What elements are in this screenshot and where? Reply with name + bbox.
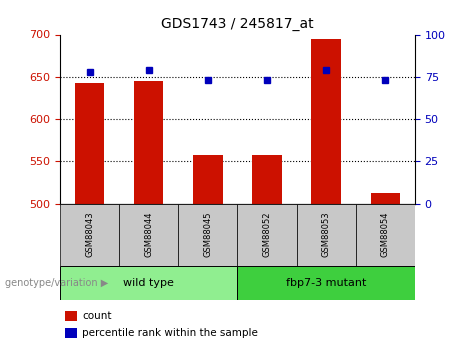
- Bar: [60, 266, 237, 300]
- Bar: [60, 204, 119, 266]
- Title: GDS1743 / 245817_at: GDS1743 / 245817_at: [161, 17, 314, 31]
- Bar: [193, 155, 223, 204]
- Text: wild type: wild type: [123, 278, 174, 288]
- Bar: [75, 83, 104, 204]
- Bar: [134, 81, 164, 204]
- Bar: [356, 204, 415, 266]
- Bar: [237, 266, 415, 300]
- Text: genotype/variation ▶: genotype/variation ▶: [5, 278, 108, 288]
- Bar: [65, 310, 77, 321]
- Text: fbp7-3 mutant: fbp7-3 mutant: [286, 278, 366, 288]
- Text: GSM88044: GSM88044: [144, 212, 153, 257]
- Bar: [119, 204, 178, 266]
- Bar: [237, 204, 296, 266]
- Bar: [178, 204, 237, 266]
- Bar: [252, 155, 282, 204]
- Text: percentile rank within the sample: percentile rank within the sample: [83, 328, 258, 338]
- Text: GSM88053: GSM88053: [322, 212, 331, 257]
- Text: GSM88045: GSM88045: [203, 212, 213, 257]
- Bar: [311, 39, 341, 204]
- Text: GSM88052: GSM88052: [262, 212, 272, 257]
- Bar: [296, 204, 356, 266]
- Text: GSM88054: GSM88054: [381, 212, 390, 257]
- Bar: [65, 328, 77, 338]
- Text: count: count: [83, 311, 112, 321]
- Bar: [371, 193, 400, 204]
- Text: GSM88043: GSM88043: [85, 212, 94, 257]
